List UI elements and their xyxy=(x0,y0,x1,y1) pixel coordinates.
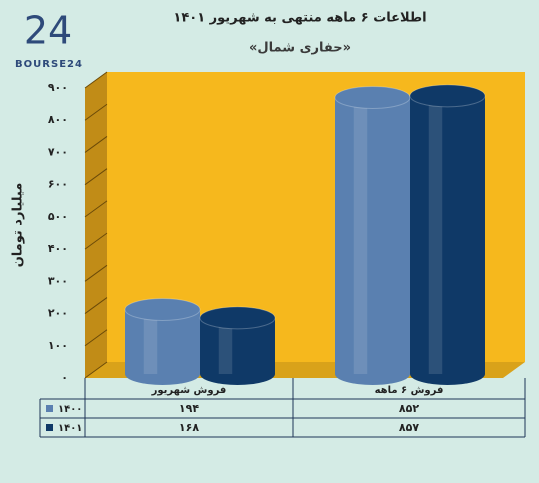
grid-line xyxy=(84,168,108,186)
x-tick-label: فروش شهریور xyxy=(151,385,227,396)
legend-label: ۱۴۰۱ xyxy=(58,423,82,434)
grid-line xyxy=(84,200,108,218)
grid-line xyxy=(84,136,108,153)
y-tick-label: ۶۰۰ xyxy=(48,178,68,191)
chart-title: اطلاعات ۶ ماهه منتهی به شهریور ۱۴۰۱ xyxy=(173,11,426,26)
logo-text: BOURSE24 xyxy=(15,59,83,70)
bar-top xyxy=(409,84,486,108)
bar-shine xyxy=(428,95,443,374)
value-label: ۸۵۷ xyxy=(399,421,419,434)
y-axis-label: میلیارد تومان xyxy=(11,183,26,268)
bar xyxy=(410,95,485,385)
grid-line xyxy=(84,232,108,250)
x-tick-label: فروش ۶ ماهه xyxy=(375,385,444,396)
grid-line xyxy=(84,297,108,314)
y-tick-label: ۵۰۰ xyxy=(48,210,68,223)
bar xyxy=(335,97,410,385)
bar-top xyxy=(124,297,201,321)
y-tick-label: ۲۰۰ xyxy=(48,307,68,320)
bar-shine xyxy=(218,317,233,374)
value-label: ۱۹۴ xyxy=(179,402,199,415)
y-tick-label: ۸۰۰ xyxy=(48,113,68,126)
bar-top xyxy=(199,306,276,330)
bar-shine xyxy=(353,97,368,374)
bar-top xyxy=(334,85,411,109)
y-tick-label: ۰ xyxy=(61,371,68,384)
grid-line xyxy=(84,264,108,282)
bar xyxy=(125,309,200,385)
y-tick-label: ۱۰۰ xyxy=(48,339,68,352)
grid-line xyxy=(84,361,108,379)
y-tick-label: ۴۰۰ xyxy=(48,242,68,255)
legend-label: ۱۴۰۰ xyxy=(58,404,82,415)
y-tick-label: ۳۰۰ xyxy=(48,274,68,287)
value-label: ۸۵۲ xyxy=(399,402,419,415)
grid-line xyxy=(84,329,108,347)
legend-swatch xyxy=(46,405,53,412)
chart-subtitle: «حفاری شمال» xyxy=(249,41,351,56)
logo-mark: 24 xyxy=(24,9,72,53)
y-tick-label: ۷۰۰ xyxy=(48,145,68,158)
bar xyxy=(200,317,275,385)
y-tick-label: ۹۰۰ xyxy=(48,81,68,94)
table xyxy=(39,378,526,438)
logo: 24 BOURSE24 xyxy=(15,9,83,71)
legend-swatch xyxy=(46,424,53,431)
grid-line xyxy=(84,71,108,89)
value-label: ۱۶۸ xyxy=(179,421,199,434)
grid-line xyxy=(84,103,108,121)
bar-shine xyxy=(143,309,158,374)
